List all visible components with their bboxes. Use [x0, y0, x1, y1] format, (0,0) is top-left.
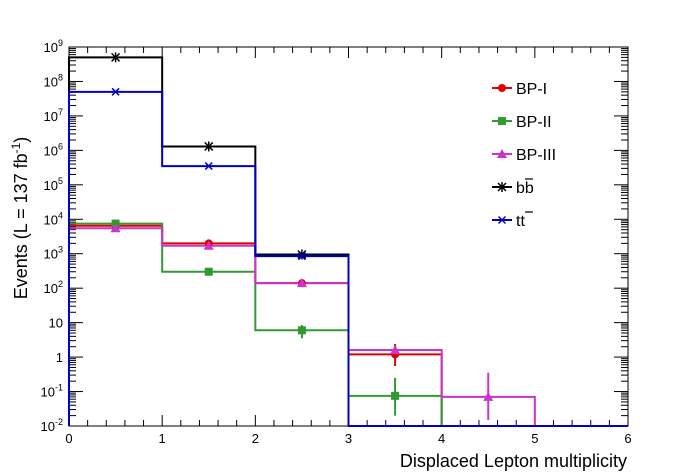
y-tick-base: 1 [56, 350, 63, 365]
y-tick-base: 10 [44, 74, 58, 89]
y-tick-label: 1 [56, 350, 63, 365]
data-point-BP-III [390, 345, 401, 355]
legend-marker-bb [497, 182, 507, 192]
y-axis-label-main: Events (L = 137 fb [11, 153, 31, 299]
data-point-bb [296, 249, 307, 260]
y-tick-label: 108 [44, 72, 63, 89]
legend-item-BP-I: BP-I [492, 81, 547, 98]
y-tick-exponent: 7 [58, 107, 63, 117]
x-ticks: 0 1 2 3 4 5 6 [65, 47, 632, 446]
y-tick-exponent: 3 [58, 245, 63, 255]
y-tick-label: 104 [44, 210, 63, 227]
y-tick-base: 10 [49, 316, 63, 331]
series-markers [110, 52, 494, 401]
y-tick-label: 106 [44, 141, 63, 158]
data-point-tt [204, 162, 213, 171]
y-tick-base: 10 [44, 281, 58, 296]
y-tick-exponent: 5 [58, 176, 63, 186]
legend-marker-bb-d2 [497, 182, 507, 192]
data-point-BP-II [297, 326, 306, 335]
x-axis-label: Displaced Lepton multiplicity [400, 451, 627, 471]
y-tick-label: 10 [49, 316, 63, 331]
y-axis-label-sup: -1 [9, 142, 23, 153]
y-tick-base: 10 [44, 212, 58, 227]
x-tick-label: 0 [65, 431, 72, 446]
x-tick-label: 3 [345, 431, 352, 446]
y-tick-base: 10 [41, 419, 55, 434]
y-axis-label-end: ) [11, 137, 31, 143]
x-tick-label: 6 [624, 431, 631, 446]
y-tick-base: 10 [44, 247, 58, 262]
y-tick-label: 105 [44, 176, 63, 193]
legend-label-BP-II: BP-II [516, 114, 552, 131]
legend-label-BP-I: BP-I [516, 81, 547, 98]
y-tick-base: 10 [44, 109, 58, 124]
data-point-bb-d2 [204, 141, 214, 151]
y-tick-label: 10-2 [41, 417, 63, 434]
y-tick-exponent: 8 [58, 72, 63, 82]
legend-marker-BP-III [497, 149, 507, 158]
y-tick-exponent: 4 [58, 210, 63, 220]
legend-item-bb: bb [492, 178, 534, 197]
data-point-bb [203, 141, 214, 152]
data-point-bb [110, 52, 121, 63]
data-point-tt [297, 252, 306, 261]
data-point-tt-d2 [111, 87, 120, 96]
data-point-BP-II [391, 391, 400, 400]
legend-label-BP-III: BP-III [516, 147, 556, 164]
legend-label-bb: bb [516, 180, 534, 197]
legend-marker-BP-I [498, 84, 506, 92]
legend-item-BP-III: BP-III [492, 147, 556, 164]
error-bars [300, 325, 490, 420]
data-point-BP-III [203, 240, 214, 250]
x-tick-label: 5 [531, 431, 538, 446]
y-tick-exponent: 2 [58, 279, 63, 289]
y-tick-exponent: 9 [58, 38, 63, 48]
y-tick-base: 10 [44, 178, 58, 193]
legend-marker-BP-II [498, 117, 506, 125]
y-tick-label: 102 [44, 279, 63, 296]
y-tick-label: 103 [44, 245, 63, 262]
data-point-tt [111, 87, 120, 96]
data-point-BP-III [483, 391, 494, 401]
legend-label-tt: tt [516, 213, 525, 230]
y-tick-label: 107 [44, 107, 63, 124]
legend-marker-tt-d2 [497, 215, 507, 225]
x-tick-label: 4 [438, 431, 445, 446]
legend-item-tt: tt [492, 211, 533, 230]
y-tick-base: 10 [44, 143, 58, 158]
series-lines [68, 56, 628, 427]
y-axis-label: Events (L = 137 fb-1) [9, 137, 31, 300]
y-tick-base: 10 [44, 40, 58, 55]
data-point-tt-d2 [297, 252, 306, 261]
data-point-BP-III [296, 278, 307, 288]
data-point-bb-d2 [297, 249, 307, 260]
y-tick-label: 109 [44, 38, 63, 55]
data-point-tt-d2 [204, 162, 213, 171]
legend-marker-tt [497, 215, 507, 225]
data-point-BP-III [110, 223, 121, 233]
y-tick-base: 10 [41, 385, 55, 400]
y-tick-exponent: -2 [55, 417, 63, 427]
x-tick-label: 2 [252, 431, 259, 446]
y-tick-label: 10-1 [41, 383, 63, 400]
legend: BP-I BP-II BP-III bb tt [492, 81, 556, 230]
data-point-BP-II [204, 267, 213, 276]
x-tick-label: 1 [159, 431, 166, 446]
y-tick-exponent: -1 [55, 383, 63, 393]
series-tt-line [68, 90, 628, 427]
y-tick-exponent: 6 [58, 141, 63, 151]
legend-item-BP-II: BP-II [492, 114, 552, 131]
data-point-bb-d2 [111, 52, 121, 62]
